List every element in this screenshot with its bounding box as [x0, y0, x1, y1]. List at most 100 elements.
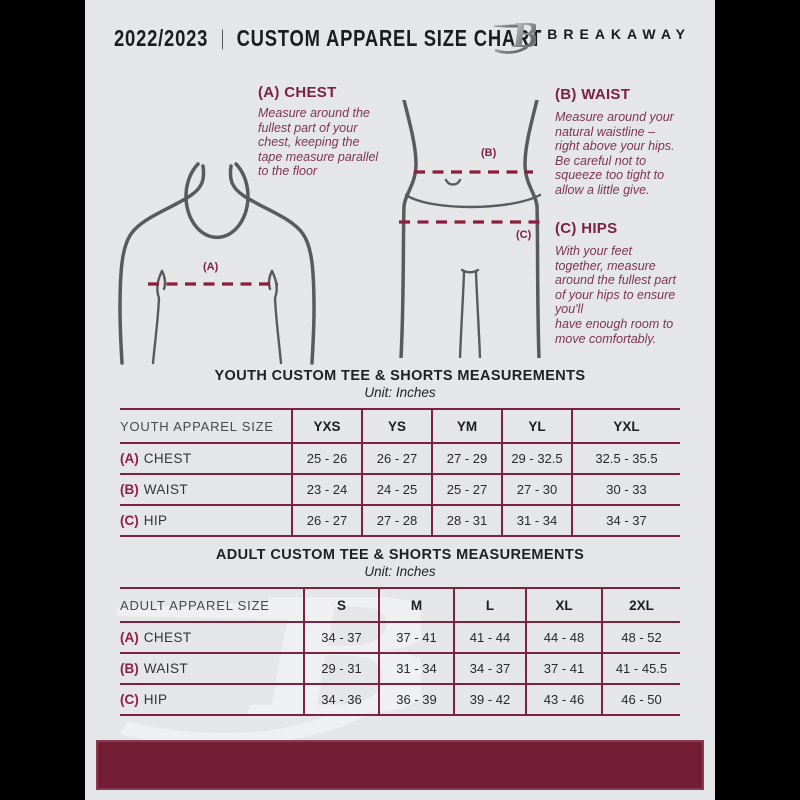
adult-header-label: ADULT APPAREL SIZE: [120, 597, 270, 613]
belly-button: [444, 178, 462, 186]
leg-split-cap: [460, 268, 480, 274]
lower-torso-figure: [399, 100, 546, 358]
adult-section-title: ADULT CUSTOM TEE & SHORTS MEASUREMENTS: [215, 547, 585, 563]
marker-chest: (A): [203, 261, 219, 273]
table-cell: 41 - 44: [453, 621, 526, 653]
table-cell: 34 - 36: [303, 683, 379, 715]
row-key: (A): [120, 450, 139, 466]
table-cell: 43 - 46: [525, 683, 602, 715]
youth-section-unit: Unit: Inches: [364, 385, 436, 400]
left-torso-contour: [399, 100, 418, 358]
table-cell: 34 - 37: [453, 652, 526, 684]
title-year: 2022/2023: [114, 25, 209, 51]
table-cell: 34 - 37: [303, 621, 379, 653]
right-armpit-curl: [267, 269, 274, 291]
table-cell: 26 - 27: [361, 442, 432, 474]
table-cell: 27 - 29: [431, 442, 502, 474]
hips-heading: (C) HIPS: [555, 220, 618, 237]
table-cell: 32.5 - 35.5: [571, 442, 680, 474]
youth-header-label: YOUTH APPAREL SIZE: [120, 418, 274, 434]
right-inner-leg: [474, 270, 482, 358]
table-row: (C) HIP 26 - 27 27 - 28 28 - 31 31 - 34 3…: [120, 504, 680, 536]
adult-size-l: L: [453, 588, 526, 622]
adult-header-row: ADULT APPAREL SIZE S M L XL 2XL: [120, 588, 680, 622]
left-inner-leg: [458, 270, 466, 358]
left-shoulder-arm: [118, 164, 206, 365]
table-cell: 23 - 24: [291, 473, 362, 505]
table-cell: 30 - 33: [571, 473, 680, 505]
row-label: HIP: [143, 512, 168, 528]
row-label: WAIST: [143, 481, 188, 497]
table-cell: 26 - 27: [291, 504, 362, 536]
table-cell: 24 - 25: [361, 473, 432, 505]
youth-size-yxl: YXL: [571, 409, 680, 443]
title-text: CUSTOM APPAREL SIZE CHART: [236, 25, 543, 51]
head-outline: [184, 162, 250, 240]
page-title: 2022/2023 | CUSTOM APPAREL SIZE CHART: [114, 25, 542, 52]
chest-heading: (A) CHEST: [258, 84, 337, 101]
row-key: (B): [120, 481, 139, 497]
adult-size-2xl: 2XL: [601, 588, 680, 622]
youth-size-ym: YM: [431, 409, 502, 443]
table-cell: 25 - 26: [291, 442, 362, 474]
table-cell: 39 - 42: [453, 683, 526, 715]
marker-hips: (C): [516, 229, 532, 241]
youth-waist-label-cell: (B) WAIST: [120, 473, 292, 505]
table-cell: 31 - 34: [501, 504, 572, 536]
table-cell: 27 - 30: [501, 473, 572, 505]
chart-page: B 2022/2023 | CUSTOM APPAREL SIZE CHART …: [85, 0, 715, 800]
adult-waist-label-cell: (B) WAIST: [120, 652, 304, 684]
row-label: CHEST: [143, 629, 192, 645]
marker-waist: (B): [481, 147, 497, 159]
table-cell: 29 - 31: [303, 652, 379, 684]
youth-hip-label-cell: (C) HIP: [120, 504, 292, 536]
youth-size-ys: YS: [361, 409, 432, 443]
adult-size-m: M: [378, 588, 454, 622]
left-armpit-curl: [160, 269, 167, 291]
table-cell: 46 - 50: [601, 683, 680, 715]
table-cell: 29 - 32.5: [501, 442, 572, 474]
adult-hip-label-cell: (C) HIP: [120, 683, 304, 715]
brand-name: BREAKAWAY: [547, 26, 691, 42]
row-label: HIP: [143, 691, 168, 707]
row-label: WAIST: [143, 660, 188, 676]
youth-size-yl: YL: [501, 409, 572, 443]
waist-heading: (B) WAIST: [555, 86, 631, 103]
table-cell: 44 - 48: [525, 621, 602, 653]
table-row: (A) CHEST 34 - 37 37 - 41 41 - 44 44 - 48…: [120, 621, 680, 653]
table-cell: 48 - 52: [601, 621, 680, 653]
hips-instructions: With your feet together, measure around …: [555, 244, 676, 346]
table-cell: 25 - 27: [431, 473, 502, 505]
right-shoulder-arm: [228, 164, 316, 365]
youth-size-table: YOUTH APPAREL SIZE YXS YS YM YL YXL (A) C…: [120, 408, 680, 537]
footer-accent-bar: [96, 740, 704, 790]
table-cell: 31 - 34: [378, 652, 454, 684]
row-label: CHEST: [143, 450, 192, 466]
table-cell: 36 - 39: [378, 683, 454, 715]
table-cell: 41 - 45.5: [601, 652, 680, 684]
table-cell: 27 - 28: [361, 504, 432, 536]
left-armpit: [151, 269, 164, 365]
table-cell: 28 - 31: [431, 504, 502, 536]
adult-size-s: S: [303, 588, 379, 622]
table-cell: 37 - 41: [525, 652, 602, 684]
waistband-curve: [404, 193, 542, 209]
youth-chest-label-cell: (A) CHEST: [120, 442, 292, 474]
chest-instructions: Measure around the fullest part of your …: [258, 106, 379, 179]
row-key: (A): [120, 629, 139, 645]
table-row: (C) HIP 34 - 36 36 - 39 39 - 42 43 - 46 4…: [120, 683, 680, 715]
adult-size-table: ADULT APPAREL SIZE S M L XL 2XL (A) CHEST…: [120, 587, 680, 716]
row-key: (C): [120, 691, 139, 707]
youth-section-title: YOUTH CUSTOM TEE & SHORTS MEASUREMENTS: [214, 368, 586, 384]
table-row: (B) WAIST 23 - 24 24 - 25 25 - 27 27 - 30…: [120, 473, 680, 505]
brand-block: B BREAKAWAY: [492, 13, 691, 55]
upper-body-figure: [118, 162, 316, 365]
title-divider: |: [221, 26, 224, 50]
brand-logo-icon: B: [494, 16, 536, 55]
adult-chest-label-cell: (A) CHEST: [120, 621, 304, 653]
waist-instructions: Measure around your natural waistline – …: [555, 110, 675, 197]
right-armpit: [270, 269, 283, 365]
table-cell: 34 - 37: [571, 504, 680, 536]
table-row: (B) WAIST 29 - 31 31 - 34 34 - 37 37 - 41…: [120, 652, 680, 684]
